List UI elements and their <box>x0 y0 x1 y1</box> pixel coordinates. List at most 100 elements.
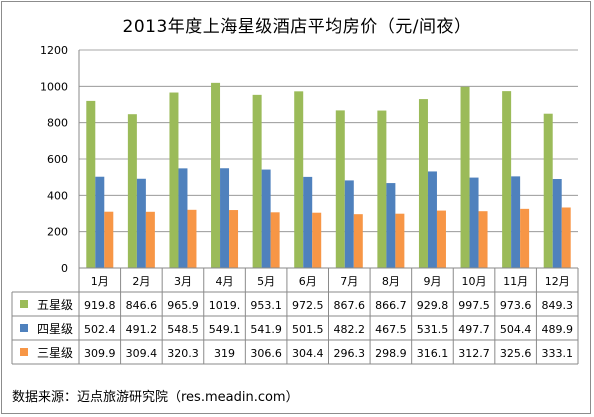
data-label: 997.5 <box>458 299 490 312</box>
data-label: 312.7 <box>458 347 490 360</box>
bar-three-star <box>229 210 239 268</box>
y-tick-label: 600 <box>47 153 68 166</box>
legend-label: 四星级 <box>37 322 73 336</box>
x-tick-label: 8月 <box>382 275 400 288</box>
y-tick-label: 400 <box>47 189 68 202</box>
data-label: 973.6 <box>500 299 532 312</box>
chart-title: 2013年度上海星级酒店平均房价（元/间夜） <box>122 17 472 37</box>
bar-four-star <box>136 178 146 268</box>
bar-five-star <box>294 91 304 269</box>
data-label: 972.5 <box>292 299 324 312</box>
legend-label: 五星级 <box>37 298 73 312</box>
legend-swatch <box>20 300 28 308</box>
data-label: 491.2 <box>126 323 158 336</box>
x-tick-label: 11月 <box>503 275 528 288</box>
bar-five-star <box>169 92 179 268</box>
bar-three-star <box>395 213 405 268</box>
x-tick-label: 5月 <box>257 275 275 288</box>
data-label: 1019. <box>209 299 241 312</box>
bar-three-star <box>270 212 280 268</box>
data-label: 306.6 <box>250 347 282 360</box>
bar-four-star <box>95 176 105 268</box>
data-label: 319 <box>214 347 235 360</box>
bar-three-star <box>561 207 571 268</box>
x-tick-label: 9月 <box>423 275 441 288</box>
data-label: 316.1 <box>417 347 449 360</box>
data-label: 929.8 <box>417 299 449 312</box>
bar-four-star <box>511 176 521 268</box>
y-tick-label: 200 <box>47 226 68 239</box>
data-label: 304.4 <box>292 347 324 360</box>
data-label: 502.4 <box>84 323 116 336</box>
data-label: 504.4 <box>500 323 532 336</box>
y-tick-label: 1200 <box>40 44 68 57</box>
bar-five-star <box>127 114 137 269</box>
bar-five-star <box>460 86 470 268</box>
bar-four-star <box>344 180 354 268</box>
bar-four-star <box>261 169 271 268</box>
data-label: 501.5 <box>292 323 324 336</box>
bar-three-star <box>187 209 197 268</box>
bar-four-star <box>552 179 562 268</box>
data-label: 333.1 <box>541 347 573 360</box>
x-tick-label: 1月 <box>91 275 109 288</box>
bar-five-star <box>211 82 221 268</box>
bar-five-star <box>86 100 96 268</box>
data-label: 482.2 <box>334 323 366 336</box>
data-label: 309.9 <box>84 347 116 360</box>
data-label: 497.7 <box>458 323 490 336</box>
bar-three-star <box>353 214 363 268</box>
data-label: 320.3 <box>167 347 199 360</box>
x-tick-label: 7月 <box>340 275 358 288</box>
x-tick-label: 4月 <box>216 275 234 288</box>
data-label: 953.1 <box>250 299 282 312</box>
legend-label: 三星级 <box>37 346 73 360</box>
x-tick-label: 12月 <box>545 275 570 288</box>
data-label: 298.9 <box>375 347 407 360</box>
x-tick-label: 10月 <box>462 275 487 288</box>
y-tick-label: 0 <box>61 262 68 275</box>
data-label: 296.3 <box>334 347 366 360</box>
bar-three-star <box>145 211 155 268</box>
bar-four-star <box>220 168 230 268</box>
x-tick-label: 6月 <box>299 275 317 288</box>
bar-four-star <box>386 183 396 268</box>
bar-four-star <box>427 171 437 268</box>
bar-three-star <box>104 211 114 268</box>
x-tick-label: 3月 <box>174 275 192 288</box>
bar-three-star <box>478 211 488 268</box>
data-label: 846.6 <box>126 299 158 312</box>
data-label: 309.4 <box>126 347 158 360</box>
data-label: 531.5 <box>417 323 449 336</box>
data-label: 325.6 <box>500 347 532 360</box>
data-label: 467.5 <box>375 323 407 336</box>
bar-five-star <box>252 94 262 268</box>
data-label: 489.9 <box>541 323 573 336</box>
bar-three-star <box>436 210 446 268</box>
bar-three-star <box>520 208 530 268</box>
bar-five-star <box>418 99 428 268</box>
bar-four-star <box>178 168 188 268</box>
data-label: 548.5 <box>167 323 199 336</box>
data-source-note: 数据来源：迈点旅游研究院（res.meadin.com） <box>12 390 299 405</box>
legend-swatch <box>20 324 28 332</box>
data-label: 549.1 <box>209 323 241 336</box>
data-label: 919.8 <box>84 299 116 312</box>
bar-five-star <box>377 110 387 268</box>
bar-five-star <box>335 110 345 268</box>
legend-swatch <box>20 348 28 356</box>
bar-five-star <box>502 91 512 268</box>
y-tick-label: 800 <box>47 117 68 130</box>
bar-four-star <box>469 177 479 268</box>
data-label: 866.7 <box>375 299 407 312</box>
bar-four-star <box>303 176 313 268</box>
x-tick-label: 2月 <box>132 275 150 288</box>
data-label: 867.6 <box>334 299 366 312</box>
bar-five-star <box>543 113 553 268</box>
y-tick-label: 1000 <box>40 80 68 93</box>
data-label: 965.9 <box>167 299 199 312</box>
data-label: 849.3 <box>541 299 573 312</box>
data-label: 541.9 <box>250 323 282 336</box>
bar-three-star <box>312 212 322 268</box>
